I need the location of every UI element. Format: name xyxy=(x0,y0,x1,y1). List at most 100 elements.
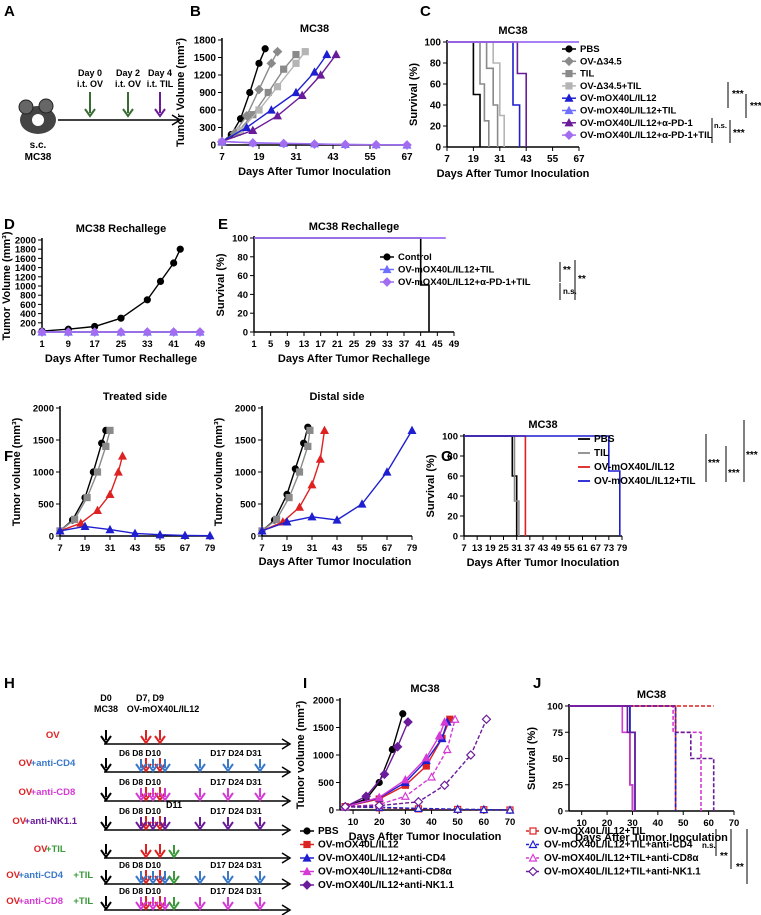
y-tick-label: 2000 xyxy=(313,696,334,707)
x-tick-label: 31 xyxy=(307,543,318,554)
depletion-arrow-head xyxy=(194,821,206,831)
depletion-arrow-head xyxy=(159,875,171,885)
x-tick-label: 19 xyxy=(80,543,91,554)
x-tick-label: 55 xyxy=(564,543,575,554)
depletion-arrow-head xyxy=(254,901,266,911)
y-tick-label: 20 xyxy=(447,512,458,523)
x-tick-label: 25 xyxy=(116,339,127,350)
data-point xyxy=(309,67,320,76)
legend-marker xyxy=(302,853,312,862)
data-point xyxy=(450,714,460,723)
data-point xyxy=(105,524,115,534)
legend-marker xyxy=(529,827,537,835)
x-tick-label: 25 xyxy=(498,543,509,554)
y-tick-label: 1000 xyxy=(33,468,54,479)
depletion-arrow-head xyxy=(194,763,206,773)
x-tick-label: 55 xyxy=(547,154,559,165)
series-line xyxy=(345,719,456,808)
depletion-arrow-head xyxy=(159,821,171,831)
y-axis-label: Tumor Volume (mm³) xyxy=(1,231,13,340)
data-point xyxy=(285,494,293,502)
legend-marker xyxy=(564,130,574,140)
data-point xyxy=(403,717,413,727)
data-point xyxy=(266,58,277,69)
y-tick-label: 500 xyxy=(240,500,256,511)
y-tick-label: 80 xyxy=(447,452,458,463)
data-point xyxy=(413,803,423,812)
legend-entry: OV-mOX40L/IL12+TIL xyxy=(594,476,695,487)
series-line xyxy=(464,435,518,536)
chart-title: Treated side xyxy=(103,391,167,403)
y-tick-label: 0 xyxy=(243,328,248,339)
chart-F2: Distal side 0 500 1000 1500 2000 7 19 31 43 55 67 79… xyxy=(213,391,417,554)
data-point xyxy=(176,245,184,253)
data-point xyxy=(453,804,463,813)
timeline-top-label: D7, D9 xyxy=(136,693,164,703)
legend-marker xyxy=(303,827,311,835)
panel-letter-J: J xyxy=(533,675,541,692)
data-point xyxy=(89,327,100,337)
series-line xyxy=(345,806,511,811)
x-tick-label: 19 xyxy=(253,152,265,163)
treatment-days-label: D17 D24 D31 xyxy=(210,860,262,870)
x-tick-label: 67 xyxy=(382,543,393,554)
legend-entry: OV-mOX40L/IL12+TIL+anti-CD4 xyxy=(544,840,693,851)
data-point xyxy=(76,518,86,527)
treatment-days-label: D6 D8 D10 xyxy=(119,886,161,896)
series-line xyxy=(569,705,634,811)
x-tick-label: 7 xyxy=(461,543,466,554)
series-line xyxy=(447,41,499,147)
y-tick-label: 1200 xyxy=(15,272,36,283)
y-tick-label: 100 xyxy=(232,234,248,245)
sig-annotation: ** xyxy=(736,862,744,873)
y-axis-label: Survival (%) xyxy=(526,727,538,790)
x-tick-label: 5 xyxy=(268,339,274,350)
y-tick-label: 800 xyxy=(20,291,36,302)
data-point xyxy=(37,327,47,337)
timeline-arrow-icon xyxy=(281,795,292,807)
chart-title: MC38 Rechallege xyxy=(76,223,166,235)
data-point xyxy=(273,83,282,91)
series-line xyxy=(447,41,481,147)
x-tick-label: 7 xyxy=(57,543,62,554)
x-tick-label: 9 xyxy=(285,339,290,350)
data-point xyxy=(142,327,153,337)
legend-marker xyxy=(528,839,538,849)
data-point xyxy=(357,499,367,508)
depletion-arrow-head xyxy=(135,875,147,885)
legend-entry: OV-mOX40L/IL12+TIL xyxy=(544,826,645,837)
data-point xyxy=(309,139,320,149)
x-tick-label: 61 xyxy=(577,543,588,554)
timeline-arrow-icon xyxy=(281,824,292,836)
y-tick-label: 1800 xyxy=(15,245,36,256)
y-tick-label: 75 xyxy=(552,728,563,739)
legend-entry: OV-mOX40L/IL12+anti-CD4 xyxy=(318,853,446,864)
group-label-part: +anti-NK1.1 xyxy=(25,816,78,827)
group-label-part: +TIL xyxy=(73,896,93,907)
y-tick-label: 1000 xyxy=(15,282,36,293)
event-arrow-head xyxy=(84,108,96,118)
data-point xyxy=(340,139,351,150)
series-line xyxy=(447,41,490,147)
y-tick-label: 2000 xyxy=(235,404,256,415)
data-point xyxy=(295,468,304,476)
x-tick-label: 19 xyxy=(282,543,293,554)
legend-marker xyxy=(564,118,574,127)
treatment-days-label: D17 D24 D31 xyxy=(210,913,262,915)
group-label-part: OV xyxy=(46,730,60,741)
x-tick-label: 10 xyxy=(576,818,587,829)
chart-G: MC38 0 20 40 60 80 100 7 13 19 25 31 37 43 49 55 61 67 73 7… xyxy=(425,419,627,569)
y-axis-label: Tumor Volume (mm³) xyxy=(175,38,187,147)
group-label-part: +anti-CD4 xyxy=(18,870,63,881)
legend-entry: Control xyxy=(398,252,432,263)
x-tick-label: 25 xyxy=(349,339,360,350)
y-tick-label: 0 xyxy=(251,532,256,543)
x-tick-label: 37 xyxy=(399,339,410,350)
y-tick-label: 60 xyxy=(237,271,248,282)
data-point xyxy=(301,48,309,56)
x-tick-label: 10 xyxy=(348,817,359,828)
panel-letter-C: C xyxy=(420,3,431,20)
x-tick-label: 31 xyxy=(494,154,506,165)
group-label-part: OV xyxy=(6,896,20,907)
panel-letter-G: G xyxy=(441,448,453,465)
